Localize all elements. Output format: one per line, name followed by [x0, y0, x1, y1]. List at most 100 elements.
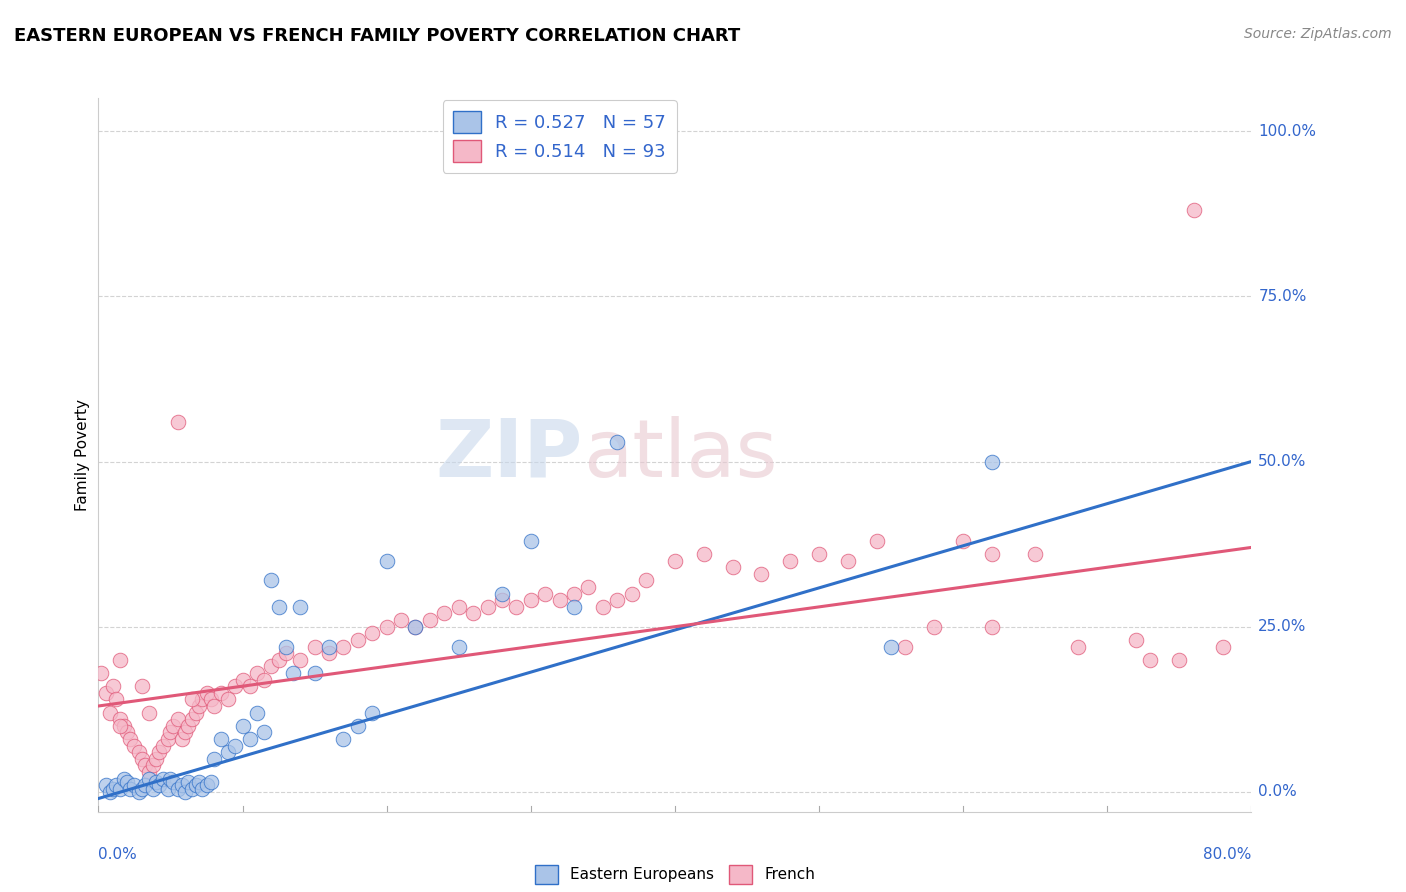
Point [90, 665, 112, 680]
Point [112, 719, 135, 733]
Point [281, 665, 304, 680]
Point [721, 560, 744, 574]
Point [274, 640, 297, 654]
Point [274, 646, 297, 660]
Point [166, 712, 188, 726]
Point [447, 640, 470, 654]
Point [419, 613, 441, 627]
Point [578, 580, 600, 594]
Point [108, 712, 131, 726]
Y-axis label: Family Poverty: Family Poverty [75, 399, 90, 511]
Point [592, 599, 614, 614]
Point [98, 706, 121, 720]
Point [124, 739, 146, 753]
Point [166, 415, 188, 429]
Point [751, 566, 773, 581]
Point [1139, 653, 1161, 667]
Point [217, 692, 239, 706]
Point [120, 781, 142, 796]
Point [159, 725, 181, 739]
Text: 100.0%: 100.0% [1258, 124, 1316, 138]
Point [405, 620, 427, 634]
Point [253, 673, 276, 687]
Text: 50.0%: 50.0% [1258, 454, 1306, 469]
Point [224, 679, 246, 693]
Point [693, 547, 716, 561]
Point [181, 692, 204, 706]
Point [131, 781, 153, 796]
Point [880, 640, 903, 654]
Point [209, 732, 232, 747]
Point [174, 725, 197, 739]
Point [491, 593, 513, 607]
Point [375, 554, 398, 568]
Point [534, 587, 557, 601]
Point [94, 778, 117, 792]
Point [562, 587, 585, 601]
Point [332, 640, 354, 654]
Point [101, 781, 124, 796]
Point [304, 640, 326, 654]
Point [636, 574, 658, 588]
Point [200, 692, 222, 706]
Point [159, 772, 181, 786]
Point [260, 659, 283, 673]
Point [186, 706, 208, 720]
Point [98, 785, 121, 799]
Point [170, 778, 193, 792]
Text: 25.0%: 25.0% [1258, 619, 1306, 634]
Point [200, 775, 222, 789]
Point [186, 778, 208, 792]
Point [304, 665, 326, 680]
Point [1024, 547, 1046, 561]
Point [246, 665, 269, 680]
Point [188, 698, 211, 713]
Point [290, 599, 312, 614]
Point [807, 547, 830, 561]
Point [202, 752, 225, 766]
Point [117, 725, 138, 739]
Point [217, 745, 239, 759]
Point [332, 732, 354, 747]
Point [260, 574, 283, 588]
Legend: Eastern Europeans, French: Eastern Europeans, French [529, 859, 821, 889]
Point [290, 653, 312, 667]
Point [191, 692, 214, 706]
Text: 80.0%: 80.0% [1204, 847, 1251, 863]
Point [375, 620, 398, 634]
Point [191, 781, 214, 796]
Point [267, 653, 290, 667]
Point [1168, 653, 1191, 667]
Point [134, 758, 156, 772]
Point [981, 547, 1004, 561]
Point [620, 587, 643, 601]
Point [170, 732, 193, 747]
Point [318, 646, 340, 660]
Point [134, 778, 156, 792]
Point [318, 640, 340, 654]
Point [520, 533, 543, 548]
Point [108, 781, 131, 796]
Point [505, 599, 527, 614]
Point [346, 632, 368, 647]
Point [145, 752, 167, 766]
Point [209, 686, 232, 700]
Point [231, 719, 254, 733]
Point [389, 613, 412, 627]
Point [981, 620, 1004, 634]
Text: 75.0%: 75.0% [1258, 289, 1306, 304]
Point [117, 775, 138, 789]
Point [142, 781, 165, 796]
Text: 0.0%: 0.0% [98, 847, 138, 863]
Point [837, 554, 859, 568]
Point [128, 785, 150, 799]
Point [188, 775, 211, 789]
Point [361, 706, 384, 720]
Point [922, 620, 945, 634]
Point [142, 758, 165, 772]
Point [231, 673, 254, 687]
Point [128, 745, 150, 759]
Point [138, 706, 160, 720]
Point [866, 533, 889, 548]
Point [156, 732, 179, 747]
